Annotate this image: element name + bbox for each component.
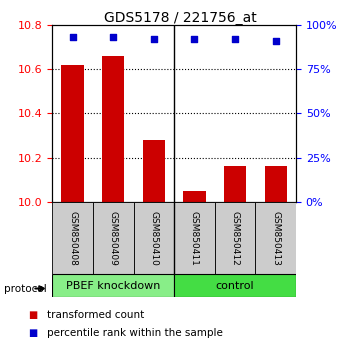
Bar [183, 191, 206, 202]
Bar [52, 202, 93, 274]
Bar [174, 202, 215, 274]
Point [192, 36, 197, 42]
Bar [61, 65, 84, 202]
Bar [265, 166, 287, 202]
Bar [174, 274, 296, 297]
Bar [134, 202, 174, 274]
Bar [143, 140, 165, 202]
Text: ■: ■ [28, 328, 37, 338]
Point [110, 34, 116, 40]
Text: GSM850413: GSM850413 [271, 211, 280, 266]
Bar [215, 202, 255, 274]
Text: GSM850409: GSM850409 [109, 211, 118, 266]
Point [70, 34, 75, 40]
Text: protocol: protocol [4, 284, 46, 293]
Bar [256, 202, 296, 274]
Text: GSM850412: GSM850412 [231, 211, 240, 266]
Text: GSM850408: GSM850408 [68, 211, 77, 266]
Bar [52, 274, 174, 297]
Bar [102, 56, 125, 202]
Point [273, 38, 279, 44]
Text: transformed count: transformed count [47, 310, 144, 320]
Text: GDS5178 / 221756_at: GDS5178 / 221756_at [104, 11, 257, 25]
Bar [224, 166, 246, 202]
Text: GSM850411: GSM850411 [190, 211, 199, 266]
Point [151, 36, 157, 42]
Text: control: control [216, 281, 255, 291]
Text: percentile rank within the sample: percentile rank within the sample [47, 328, 223, 338]
Text: PBEF knockdown: PBEF knockdown [66, 281, 160, 291]
Point [232, 36, 238, 42]
Text: ■: ■ [28, 310, 37, 320]
Text: GSM850410: GSM850410 [149, 211, 158, 266]
Bar [93, 202, 134, 274]
